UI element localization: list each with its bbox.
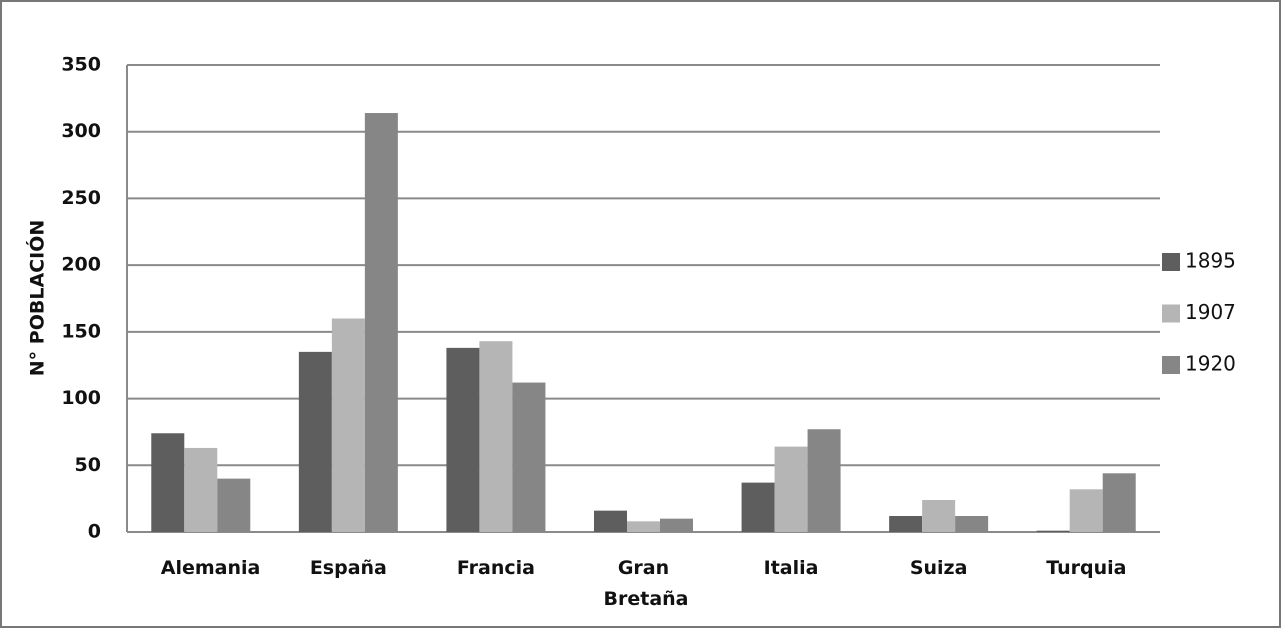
y-tick-label: 150 — [61, 320, 101, 342]
x-tick-label: Suiza — [909, 557, 968, 579]
x-tick-label: Francia — [456, 557, 535, 579]
bar — [364, 113, 398, 532]
legend-swatch — [1162, 253, 1180, 271]
x-tick-label: Alemania — [160, 557, 261, 579]
bar — [955, 515, 989, 532]
bar — [741, 482, 775, 532]
y-tick-label: 200 — [61, 254, 101, 276]
bar — [1036, 530, 1070, 532]
y-tick-label: 0 — [88, 521, 101, 543]
bar — [889, 515, 923, 532]
bar — [298, 351, 332, 532]
y-tick-label: 100 — [61, 387, 101, 409]
legend-label: 1895 — [1185, 249, 1236, 273]
bar — [922, 499, 956, 532]
x-tick-label-box: Francia — [456, 557, 535, 579]
bar — [594, 510, 627, 532]
bar — [1102, 473, 1136, 532]
bar — [331, 318, 365, 532]
y-axis-title: N° POBLACIÓN — [25, 220, 49, 376]
legend-label: 1920 — [1185, 352, 1236, 376]
bar — [807, 429, 841, 532]
x-tick-label: España — [309, 557, 387, 579]
x-tick-label-box: Gran Bretaña — [603, 557, 689, 610]
bar — [774, 446, 808, 532]
x-tick-label: Turquia — [1046, 557, 1127, 579]
bar — [184, 447, 218, 532]
y-tick-label: 350 — [61, 54, 101, 76]
x-tick-label-box: Italia — [763, 557, 819, 579]
bar — [151, 433, 185, 532]
legend-swatch — [1162, 356, 1180, 374]
y-tick-label: 50 — [75, 454, 101, 476]
y-tick-label: 300 — [61, 120, 101, 142]
bar — [512, 382, 546, 532]
x-tick-label-box: España — [309, 557, 387, 579]
bar — [446, 347, 480, 532]
bar — [217, 478, 251, 532]
x-tick-label-box: Turquia — [1046, 557, 1127, 579]
bar — [660, 518, 693, 532]
x-tick-label-box: Alemania — [160, 557, 261, 579]
y-tick-label: 250 — [61, 187, 101, 209]
legend-label: 1907 — [1185, 300, 1236, 324]
x-tick-label: Italia — [763, 557, 819, 579]
legend-swatch — [1162, 304, 1180, 323]
bar — [627, 521, 660, 532]
bar — [1069, 489, 1103, 532]
x-tick-label-box: Suiza — [909, 557, 968, 579]
bar — [479, 341, 513, 532]
x-tick-label: Gran Bretaña — [603, 557, 689, 610]
